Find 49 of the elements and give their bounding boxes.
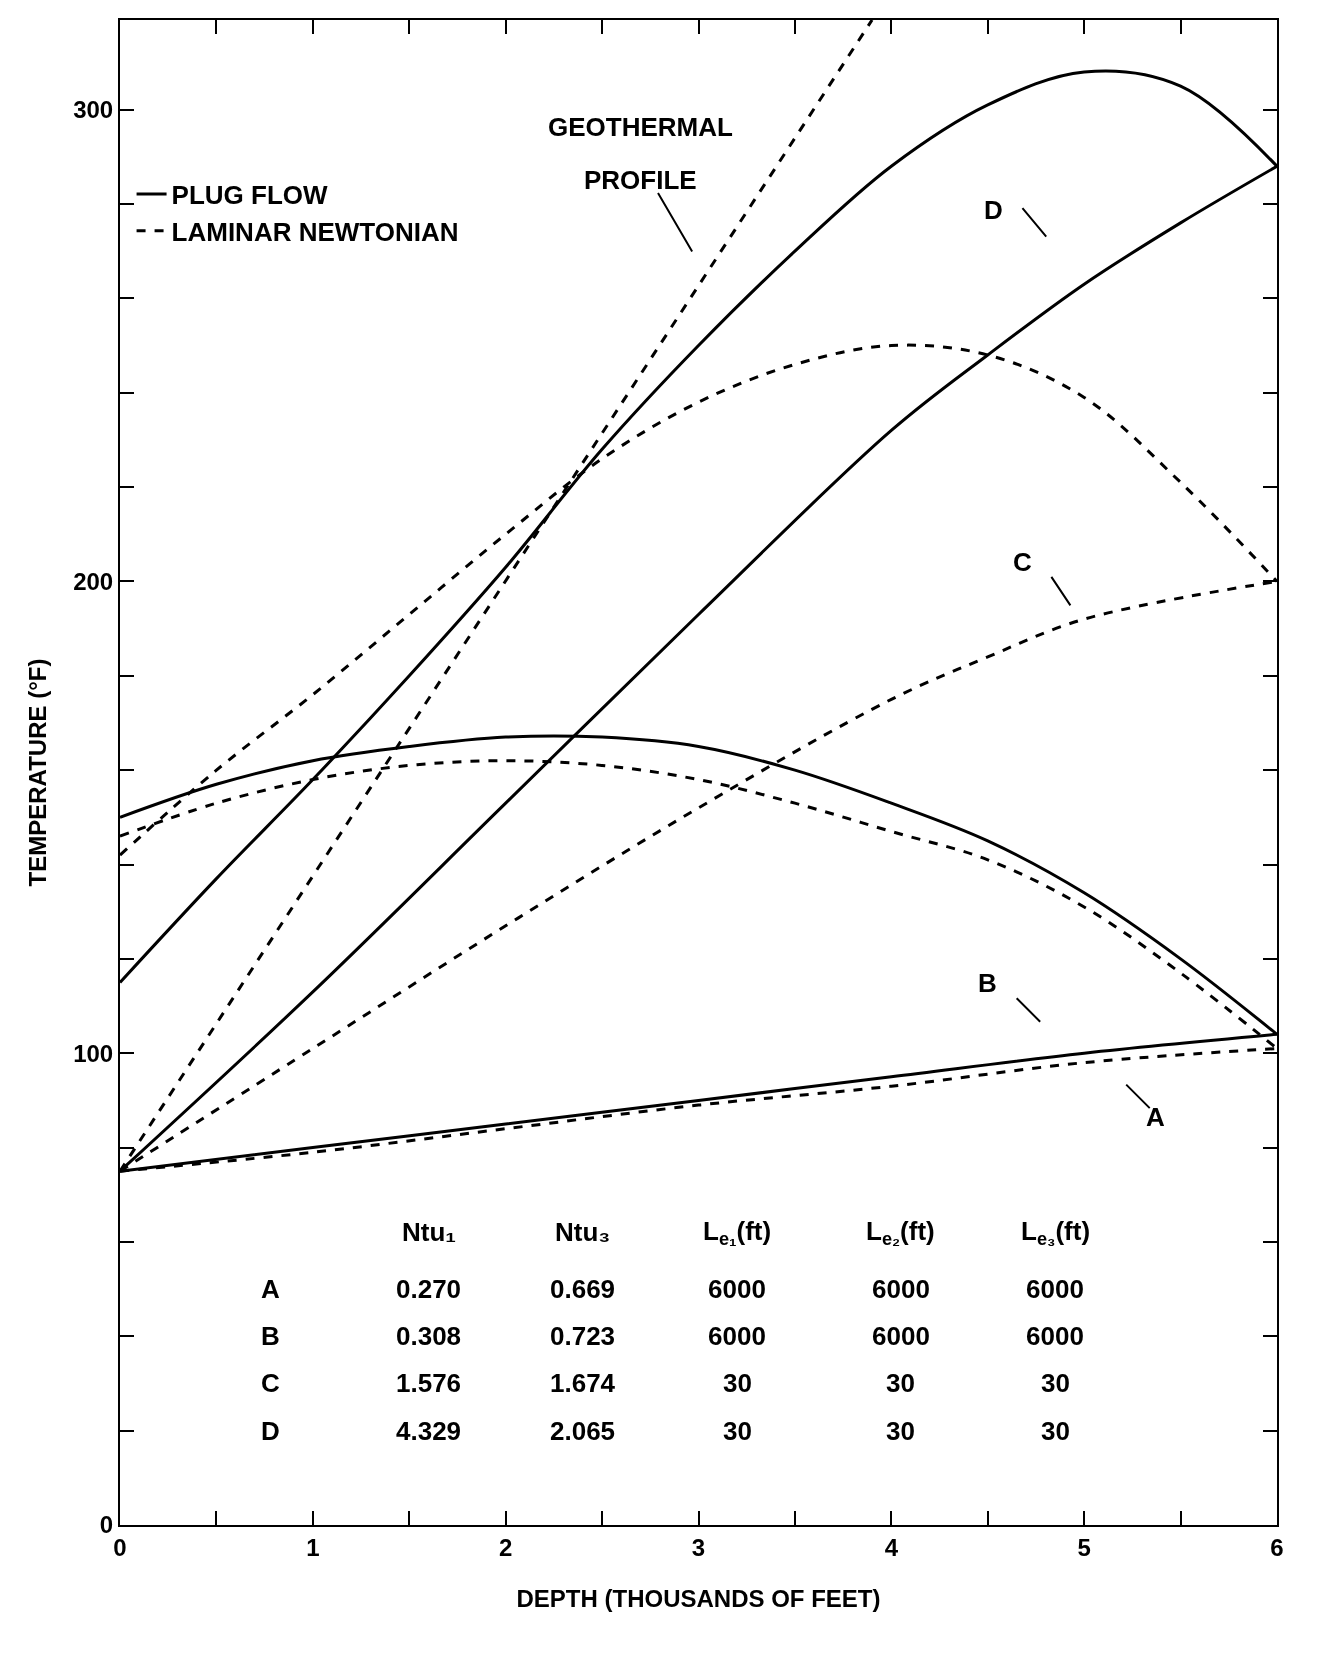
annotation: 1.576 [396, 1368, 462, 1398]
annotation: PROFILE [584, 165, 697, 195]
annotation: 0.723 [550, 1321, 616, 1351]
annotation: 30 [723, 1368, 752, 1398]
x-tick-label: 6 [1270, 1533, 1284, 1561]
x-tick-label: 1 [306, 1533, 320, 1561]
annotation: A [1146, 1102, 1165, 1132]
legend-label: LAMINAR NEWTONIAN [171, 216, 459, 247]
annotation: L$_{e₂}$(ft) [866, 1216, 935, 1250]
annotation: 6000 [872, 1321, 930, 1351]
y-tick-label: 0 [99, 1511, 114, 1539]
annotation: 30 [886, 1416, 915, 1446]
annotation: 6000 [1026, 1274, 1084, 1304]
x-tick-label: 4 [884, 1533, 899, 1561]
annotation: B [978, 968, 997, 998]
annotation: 2.065 [550, 1416, 616, 1446]
annotation: 4.329 [396, 1416, 462, 1446]
y-tick-label: 100 [73, 1039, 114, 1067]
annotation: L$_{e₁}$(ft) [703, 1216, 772, 1250]
annotation: 6000 [1026, 1321, 1084, 1351]
y-axis-title: TEMPERATURE (°F) [23, 658, 51, 887]
annotation: 6000 [872, 1274, 930, 1304]
annotation: A [261, 1274, 280, 1304]
legend-label: PLUG FLOW [171, 180, 328, 211]
annotation: 30 [723, 1416, 752, 1446]
annotation: 30 [1041, 1368, 1070, 1398]
annotation: Ntu₃ [555, 1217, 611, 1247]
annotation: GEOTHERMAL [548, 112, 733, 142]
x-tick-label: 2 [498, 1533, 513, 1561]
annotation: 30 [1041, 1416, 1070, 1446]
annotation: B [261, 1321, 280, 1351]
annotation: Ntu₁ [402, 1217, 457, 1247]
annotation: 0.308 [396, 1321, 462, 1351]
annotation: L$_{e₃}$(ft) [1021, 1216, 1091, 1250]
x-tick-label: 5 [1077, 1533, 1091, 1561]
annotation: 30 [886, 1368, 915, 1398]
annotation: 0.669 [550, 1274, 616, 1304]
annotation: 1.674 [550, 1368, 616, 1398]
annotation: D [984, 195, 1003, 225]
annotation: C [1013, 547, 1032, 577]
x-tick-label: 3 [691, 1533, 706, 1561]
annotation: C [261, 1368, 280, 1398]
annotation: 6000 [708, 1274, 766, 1304]
y-tick-label: 200 [73, 567, 114, 595]
x-axis-title: DEPTH (THOUSANDS OF FEET) [516, 1584, 881, 1612]
annotation: 6000 [708, 1321, 766, 1351]
annotation: 0.270 [396, 1274, 462, 1304]
y-tick-label: 300 [73, 96, 114, 124]
annotation: D [261, 1416, 280, 1446]
